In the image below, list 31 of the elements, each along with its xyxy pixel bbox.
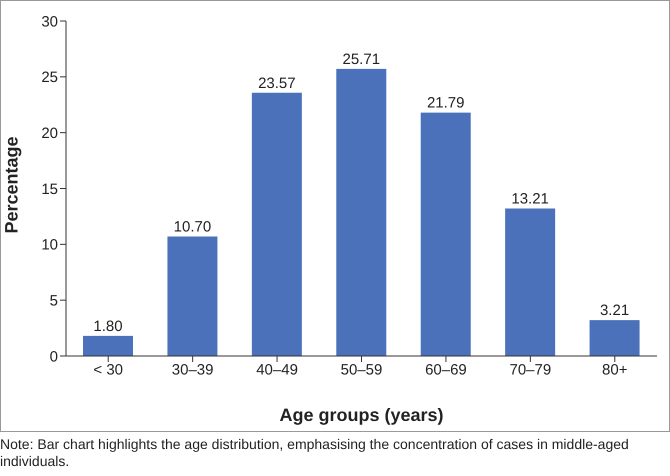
- y-tick-label: 30: [41, 13, 58, 30]
- y-tick-label: 15: [41, 180, 58, 198]
- y-tick-label: 25: [41, 69, 58, 86]
- x-axis-title: Age groups (years): [279, 405, 444, 425]
- y-axis-title: Percentage: [1, 136, 22, 234]
- y-tick-label: 20: [41, 124, 58, 142]
- data-label: 13.21: [511, 190, 549, 208]
- y-tick-label: 0: [50, 348, 58, 366]
- x-tick-label: < 30: [93, 362, 124, 379]
- bar: [252, 92, 302, 356]
- x-tick-label: 80+: [602, 362, 628, 379]
- bar: [336, 68, 386, 356]
- x-tick-label: 30–39: [172, 362, 214, 379]
- x-tick-label: 40–49: [256, 362, 298, 379]
- bar: [590, 320, 640, 356]
- y-tick-label: 10: [41, 236, 58, 254]
- y-tick-label: 5: [50, 292, 58, 310]
- data-label: 25.71: [342, 50, 380, 68]
- x-tick-label: 70–79: [510, 362, 552, 379]
- x-tick-label: 50–59: [340, 362, 382, 379]
- bar: [83, 336, 133, 356]
- x-tick-label: 60–69: [425, 362, 467, 379]
- data-label: 3.21: [600, 302, 630, 320]
- bar: [505, 208, 556, 356]
- bar: [420, 112, 471, 356]
- data-label: 23.57: [258, 74, 296, 92]
- text: Note: Bar chart highlights the age distribution, emphasising the concentration of cases in middle-aged individuals.: [0, 436, 630, 470]
- bar: [167, 236, 218, 356]
- data-label: 1.80: [93, 318, 123, 335]
- data-label: 21.79: [426, 94, 464, 112]
- data-label: 10.70: [174, 218, 212, 236]
